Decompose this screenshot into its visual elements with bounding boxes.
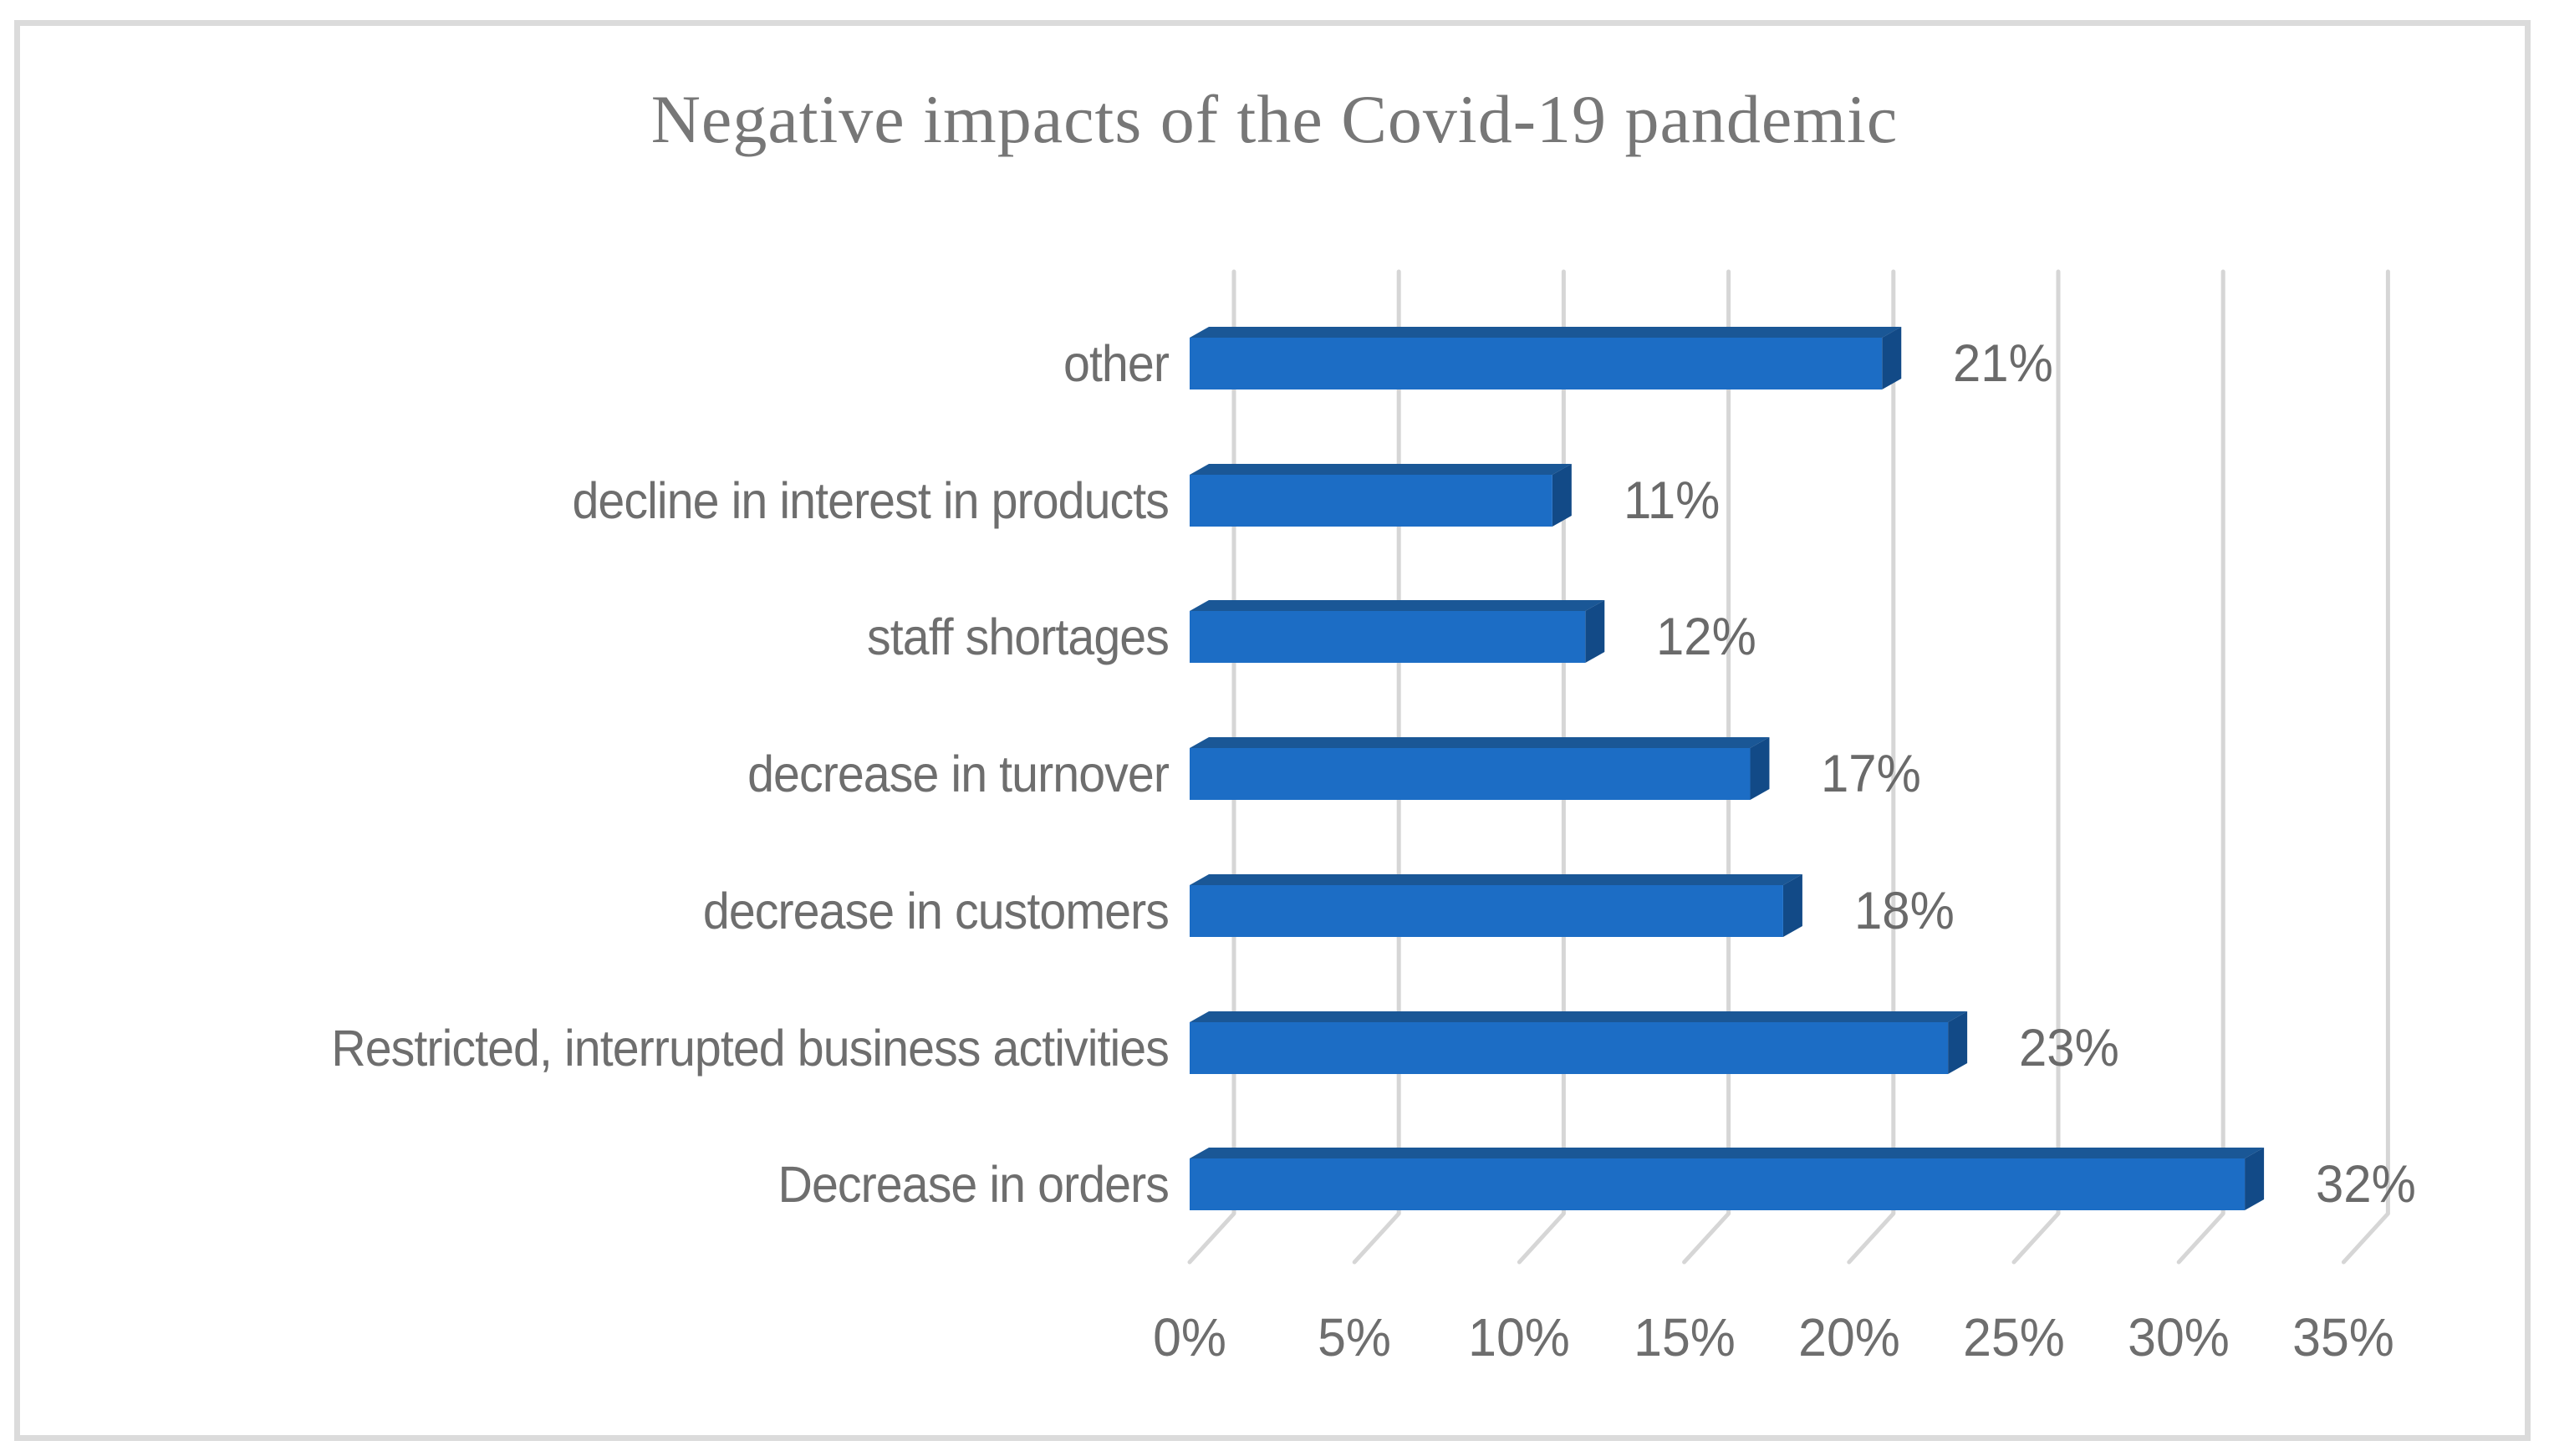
x-axis-tick-label: 15%	[1633, 1307, 1736, 1367]
chart-title: Negative impacts of the Covid-19 pandemi…	[650, 81, 1899, 157]
x-axis-tick-label: 10%	[1468, 1307, 1571, 1367]
category-label: Decrease in orders	[777, 1156, 1169, 1213]
bar-top-face	[1190, 874, 1802, 885]
bar-top-face	[1190, 600, 1605, 611]
gridline	[1682, 269, 1731, 1265]
value-label: 17%	[1821, 745, 1922, 803]
category-label: other	[1063, 335, 1170, 392]
value-label: 18%	[1853, 882, 1955, 940]
bar-side-face	[1948, 1011, 1968, 1074]
bar-side-face	[1552, 464, 1572, 527]
bar-side-face	[1882, 327, 1902, 389]
bar-top-face	[1190, 1148, 2265, 1158]
bar	[1190, 1158, 2246, 1210]
category-label: decrease in customers	[702, 883, 1170, 939]
gridline	[1352, 269, 1401, 1265]
bar	[1190, 1022, 1949, 1074]
bar-top-face	[1190, 1011, 1968, 1022]
category-label: Restricted, interrupted business activit…	[331, 1020, 1170, 1077]
bar-top-face	[1190, 327, 1902, 338]
value-label: 32%	[2316, 1155, 2416, 1214]
x-axis-tick-label: 0%	[1153, 1307, 1226, 1367]
value-label: 21%	[1953, 334, 2054, 393]
gridline	[2011, 269, 2061, 1265]
bar-side-face	[1585, 600, 1605, 663]
x-axis-tick-label: 35%	[2292, 1307, 2395, 1367]
gridline	[1847, 269, 1896, 1265]
bar-top-face	[1190, 464, 1572, 475]
x-axis-tick-label: 5%	[1318, 1307, 1392, 1367]
gridline	[2341, 269, 2390, 1265]
category-label: decrease in turnover	[747, 746, 1170, 802]
gridline	[2176, 269, 2225, 1265]
bar	[1190, 748, 1751, 800]
category-label: staff shortages	[867, 608, 1170, 665]
bar-side-face	[2245, 1148, 2265, 1210]
category-label: decline in interest in products	[572, 472, 1169, 529]
bar	[1190, 885, 1783, 937]
x-axis-tick-label: 25%	[1963, 1307, 2065, 1367]
value-label: 12%	[1656, 608, 1757, 666]
bar-top-face	[1190, 737, 1770, 748]
gridline	[1517, 269, 1566, 1265]
bar	[1190, 338, 1883, 389]
x-axis-tick-label: 20%	[1797, 1307, 1900, 1367]
x-axis-tick-label: 30%	[2128, 1307, 2230, 1367]
gridline	[1187, 269, 1236, 1265]
bar-side-face	[1782, 874, 1802, 937]
bar-side-face	[1750, 737, 1770, 800]
value-label: 23%	[2019, 1019, 2119, 1077]
value-label: 11%	[1623, 471, 1721, 530]
bar	[1190, 475, 1552, 527]
bar	[1190, 611, 1586, 663]
